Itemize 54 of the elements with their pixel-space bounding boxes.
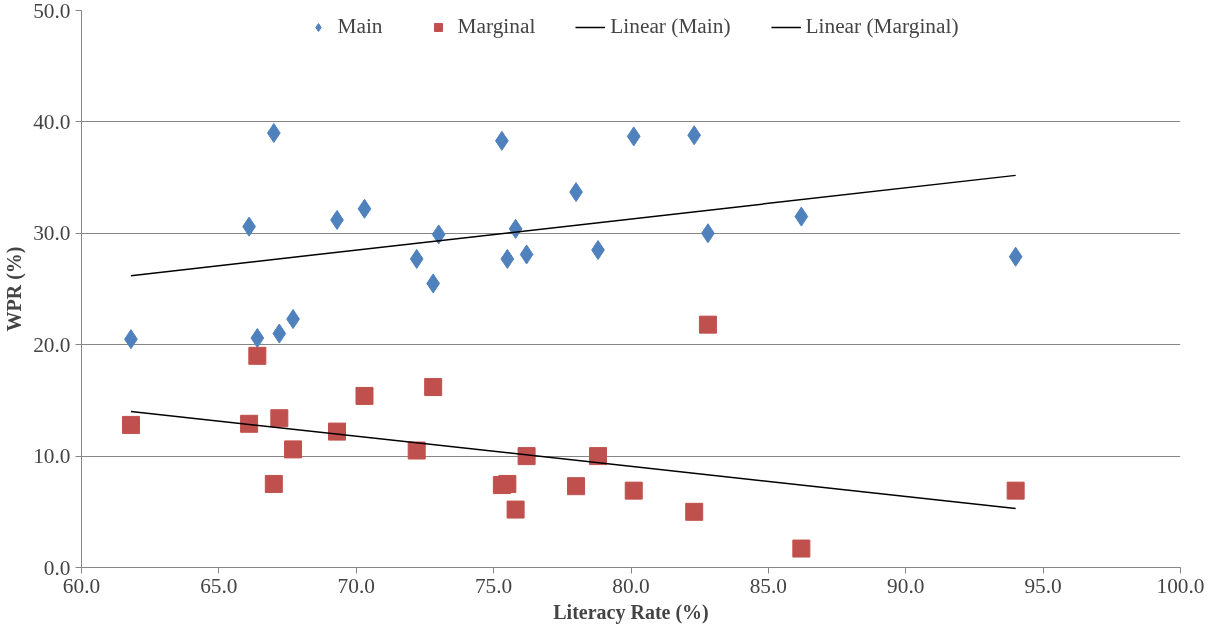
point — [500, 248, 515, 269]
legend-label: Linear (Marginal) — [805, 14, 959, 39]
x-tick-label: 80.0 — [612, 573, 650, 598]
point — [328, 422, 347, 441]
point — [357, 198, 372, 219]
point — [250, 328, 265, 349]
legend-label: Marginal — [457, 14, 536, 39]
point — [794, 206, 809, 227]
point — [266, 123, 281, 144]
point — [589, 447, 608, 466]
point — [355, 386, 374, 405]
x-tick-label: 65.0 — [200, 573, 238, 598]
point — [698, 315, 717, 334]
point — [506, 500, 525, 519]
point — [272, 323, 287, 344]
point — [121, 415, 140, 434]
point — [517, 447, 536, 466]
point — [270, 409, 289, 428]
x-tick-label: 75.0 — [474, 573, 513, 598]
y-tick-label: 0.0 — [43, 555, 71, 580]
point — [508, 218, 523, 239]
point — [407, 441, 426, 460]
y-tick-label: 40.0 — [33, 109, 71, 134]
x-tick-label: 85.0 — [749, 573, 788, 598]
y-tick-label: 30.0 — [33, 221, 71, 246]
point — [1006, 481, 1025, 500]
point — [409, 248, 424, 269]
y-axis-title: WPR (%) — [3, 246, 27, 332]
point — [240, 414, 259, 433]
point — [498, 474, 517, 493]
y-tick-label: 20.0 — [33, 332, 71, 357]
legend-label: Main — [337, 14, 383, 39]
point — [567, 477, 586, 496]
y-tick-label: 10.0 — [33, 444, 71, 469]
point — [264, 474, 283, 493]
point — [248, 346, 267, 365]
x-tick-label: 90.0 — [887, 573, 925, 598]
point — [1008, 246, 1023, 267]
point — [624, 481, 643, 500]
point — [687, 125, 702, 146]
x-tick-label: 95.0 — [1024, 573, 1062, 598]
point — [284, 440, 303, 459]
point — [792, 539, 811, 558]
x-tick-label: 70.0 — [337, 573, 375, 598]
point — [426, 273, 441, 294]
legend-label: Linear (Main) — [610, 14, 731, 39]
x-tick-label: 100.0 — [1156, 573, 1205, 598]
point — [626, 126, 641, 147]
point — [431, 224, 446, 245]
point — [685, 502, 704, 521]
point — [424, 378, 443, 397]
x-axis-title: Literacy Rate (%) — [553, 600, 709, 624]
point — [519, 244, 534, 265]
y-tick-label: 50.0 — [33, 0, 71, 23]
